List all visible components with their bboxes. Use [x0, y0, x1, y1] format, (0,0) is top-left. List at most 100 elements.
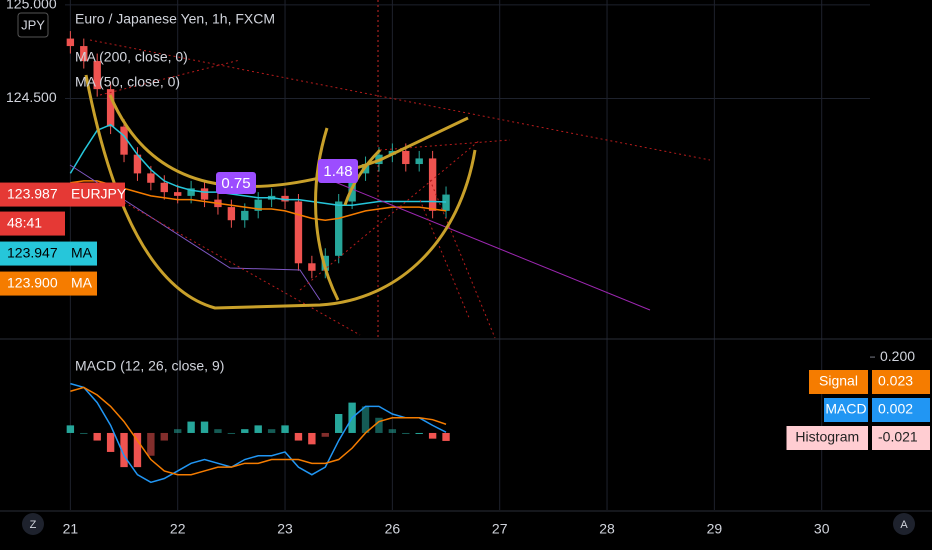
currency-box[interactable]	[17, 12, 49, 38]
candle-body	[80, 46, 88, 62]
candle-body	[160, 182, 168, 193]
candle-body	[415, 158, 423, 165]
button-label[interactable]: A	[900, 519, 908, 531]
histogram-bar	[361, 406, 370, 433]
candle-body	[281, 195, 289, 202]
candle-body	[147, 173, 155, 183]
annotation: 0.75	[221, 175, 250, 192]
histogram-bar	[308, 432, 316, 445]
candle-body	[120, 126, 128, 155]
button[interactable]	[893, 513, 915, 535]
x-tick-label: 21	[63, 521, 79, 537]
histogram-bar	[335, 413, 343, 433]
x-tick-label: 28	[599, 521, 615, 537]
histogram-bar	[174, 429, 182, 433]
candle-body	[200, 188, 209, 200]
candle-body	[308, 263, 316, 271]
histogram-bar	[415, 432, 423, 434]
histogram-bar	[80, 432, 88, 434]
y-tick-label: 124.500	[6, 89, 57, 105]
button-label[interactable]: Z	[30, 519, 37, 531]
symbol-badge	[65, 182, 125, 207]
indicator-label: MA (50, close, 0)	[75, 74, 180, 90]
candle-body	[402, 150, 410, 165]
ma-line	[70, 180, 447, 221]
symbol-badge	[65, 241, 97, 266]
legend-value-box	[872, 426, 930, 450]
candle-body	[227, 207, 236, 221]
macd-pane	[66, 356, 875, 484]
currency[interactable]: JPY	[21, 17, 45, 32]
x-tick-label: 27	[492, 521, 508, 537]
histogram-bar	[147, 432, 155, 456]
x-tick-label: 29	[707, 521, 723, 537]
y-tick-label: 125.000	[6, 0, 57, 12]
histogram-bar	[160, 432, 168, 441]
candle-body	[174, 192, 182, 196]
countdown-badge	[0, 211, 65, 236]
legend-value-box	[872, 398, 930, 422]
legend-value: 0.002	[878, 401, 913, 417]
symbol-label: MA	[71, 244, 93, 260]
macd-line	[70, 382, 447, 484]
histogram-bar	[267, 429, 276, 433]
histogram-bar	[214, 429, 222, 433]
pattern-line	[69, 164, 321, 301]
histogram-bar	[93, 432, 101, 441]
candle-body	[241, 210, 249, 221]
macd-title: MACD (12, 26, close, 9)	[75, 358, 224, 374]
legend-name-box	[809, 370, 868, 394]
price-badge	[0, 241, 65, 266]
cup-curve	[314, 127, 340, 301]
legend-name-box	[786, 426, 868, 450]
dotted-line	[99, 59, 511, 339]
symbol-badge	[65, 271, 97, 296]
chart-title: Euro / Japanese Yen, 1h, FXCM	[75, 11, 275, 27]
candle-body	[106, 89, 115, 127]
annotation: 1.48	[323, 163, 352, 180]
price-badge	[0, 271, 65, 296]
legend-value-box	[872, 370, 930, 394]
histogram-bar	[120, 432, 128, 468]
trend-line	[89, 39, 711, 161]
histogram-bar	[254, 425, 262, 433]
legend-name: Signal	[819, 373, 858, 389]
histogram-bar	[241, 429, 249, 433]
histogram-bar	[133, 432, 142, 468]
histogram-bar	[281, 425, 289, 433]
button[interactable]	[22, 513, 44, 535]
price-badge	[0, 182, 65, 207]
annotation-box	[216, 172, 256, 194]
legend-value: 0.023	[878, 373, 913, 389]
histogram-bar	[321, 432, 329, 437]
candle-body	[335, 201, 343, 256]
legend-name: Histogram	[795, 429, 859, 445]
histogram-bar	[187, 421, 195, 433]
legend-value: -0.021	[878, 429, 918, 445]
candle-body	[428, 158, 437, 211]
countdown: 48:41	[7, 214, 42, 230]
candle-body	[254, 199, 262, 211]
price-badge-label: 123.900	[7, 274, 58, 290]
histogram-bar	[106, 432, 115, 452]
trend-line	[329, 179, 651, 311]
histogram-bar	[428, 432, 437, 439]
histogram-bar	[294, 432, 303, 441]
candle-body	[294, 201, 303, 264]
candle-body	[442, 194, 450, 211]
legend-name-box	[824, 398, 868, 422]
candle-body	[187, 188, 195, 196]
cup-curve	[84, 74, 477, 310]
annotation-box	[318, 159, 358, 183]
candle-body	[66, 38, 75, 47]
signal-line	[70, 386, 447, 476]
histogram-bar	[227, 432, 236, 434]
histogram-bar	[375, 417, 383, 433]
price-badge-label: 123.947	[7, 244, 58, 260]
price-badge-label: 123.987	[7, 185, 58, 201]
histogram-bar	[66, 425, 75, 433]
x-tick-label: 23	[277, 521, 293, 537]
histogram-bar	[442, 432, 450, 441]
